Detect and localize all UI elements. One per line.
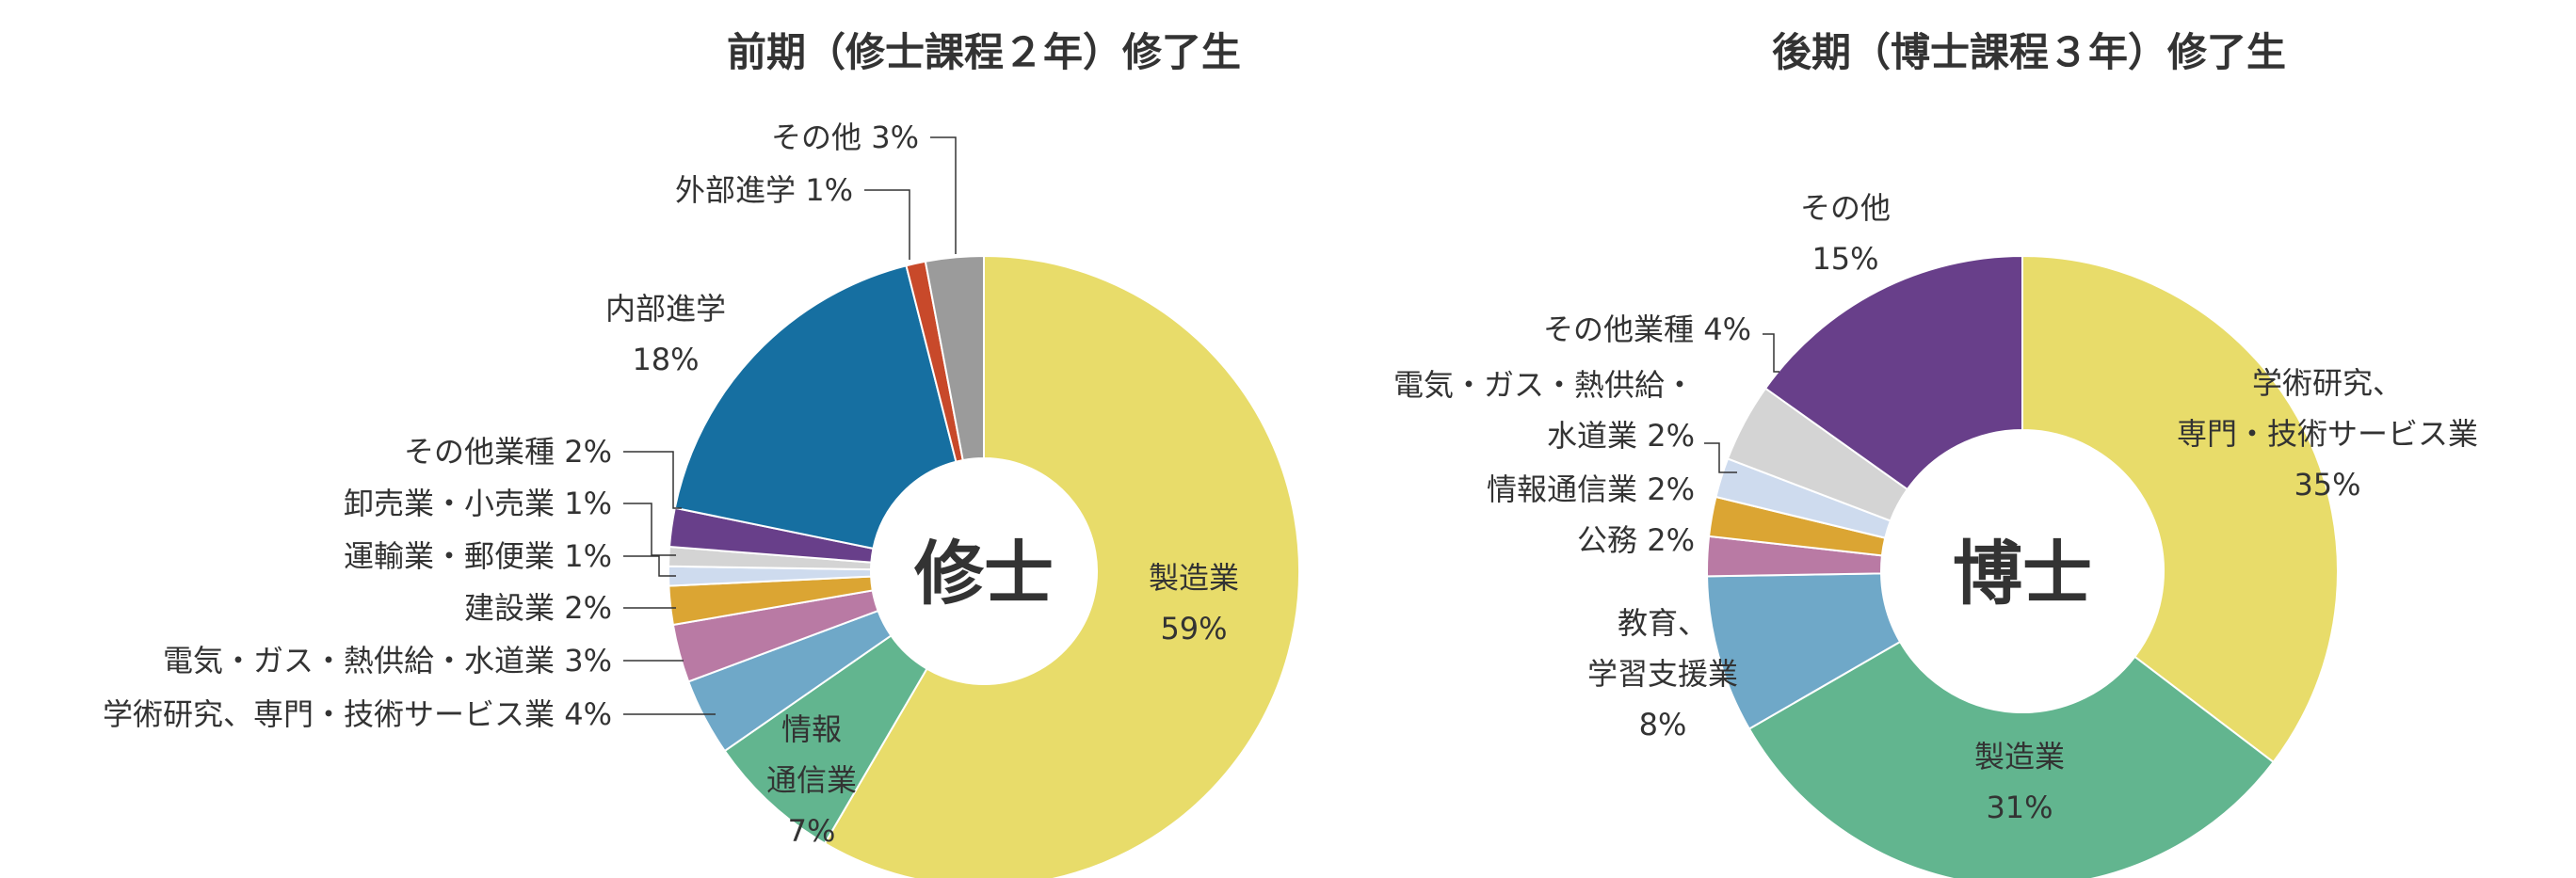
slice-label: 31%: [1986, 790, 2053, 825]
slice-label: 専門・技術サービス業: [2177, 416, 2478, 452]
slice-label: 電気・ガス・熱供給・水道業 3%: [163, 643, 612, 678]
chart-left: 前期（修士課程２年）修了生 修士 製造業 59% 情報通信業 7% 学術研究、専門・技術…: [103, 29, 1300, 878]
pie-slices-right: [1706, 254, 2339, 878]
leader-line: [1704, 442, 1737, 473]
slice-label: 運輸業・郵便業 1%: [344, 538, 612, 574]
slice-label: 電気・ガス・熱供給・: [1393, 367, 1695, 403]
leader-line: [1763, 333, 1779, 373]
slice-label: その他 3%: [771, 120, 919, 155]
leader-line: [623, 451, 682, 509]
slice-label: 情報通信業 2%: [1487, 471, 1695, 507]
slice-labels-right: 学術研究、専門・技術サービス業 35% 製造業 31% 教育、学習支援業 8% 公務 2% 情…: [1393, 190, 2478, 825]
pie-slice: [924, 254, 985, 462]
pie-slices-left: [668, 254, 1300, 878]
pie-slice: [1763, 254, 2023, 491]
slice-label: 学術研究、専門・技術サービス業 4%: [103, 696, 612, 732]
leader-line: [864, 189, 910, 260]
slice-label: 35%: [2294, 467, 2360, 503]
chart-title-left: 前期（修士課程２年）修了生: [727, 29, 1241, 75]
leader-line: [623, 503, 676, 556]
slice-label: 18%: [632, 342, 699, 377]
slice-label: その他業種 4%: [1543, 311, 1751, 347]
slice-label: 公務 2%: [1577, 522, 1695, 558]
pie-slice: [673, 264, 958, 551]
center-label-left: 修士: [914, 534, 1054, 615]
slice-label: 水道業 2%: [1547, 418, 1695, 454]
slice-label: 59%: [1160, 611, 1227, 647]
center-label-right: 博士: [1953, 534, 2092, 615]
slice-label: 卸売業・小売業 1%: [344, 486, 612, 521]
slice-label: 15%: [1811, 241, 1878, 277]
pie-slice: [1747, 640, 2275, 878]
pie-slice: [823, 254, 1300, 878]
slice-label: 建設業 2%: [464, 590, 612, 626]
slice-labels-left: 製造業 59% 情報通信業 7% 学術研究、専門・技術サービス業 4% 電気・ガス・熱供給…: [103, 120, 1239, 849]
chart-title-right: 後期（博士課程３年）修了生: [1772, 29, 2286, 75]
slice-label: その他業種 2%: [404, 434, 612, 470]
pie-slice: [2021, 254, 2339, 764]
slice-label: 製造業: [1149, 560, 1239, 596]
slice-label: 内部進学: [605, 291, 726, 327]
slice-label: 教育、: [1618, 605, 1708, 641]
slice-label: 7%: [788, 813, 836, 849]
slice-label: 8%: [1639, 707, 1687, 742]
leader-line: [930, 136, 957, 254]
leader-line: [623, 555, 676, 577]
slice-label: 製造業: [1974, 739, 2065, 774]
chart-right: 後期（博士課程３年）修了生 博士 学術研究、専門・技術サービス業 35% 製造業 31…: [1393, 29, 2478, 878]
slice-label: 学術研究、: [2252, 365, 2403, 401]
slice-label: 学習支援業: [1587, 656, 1738, 692]
slice-label: 通信業: [766, 762, 857, 798]
slice-label: 外部進学 1%: [675, 172, 853, 208]
slice-label: その他: [1800, 190, 1891, 226]
slice-label: 情報: [781, 711, 842, 747]
